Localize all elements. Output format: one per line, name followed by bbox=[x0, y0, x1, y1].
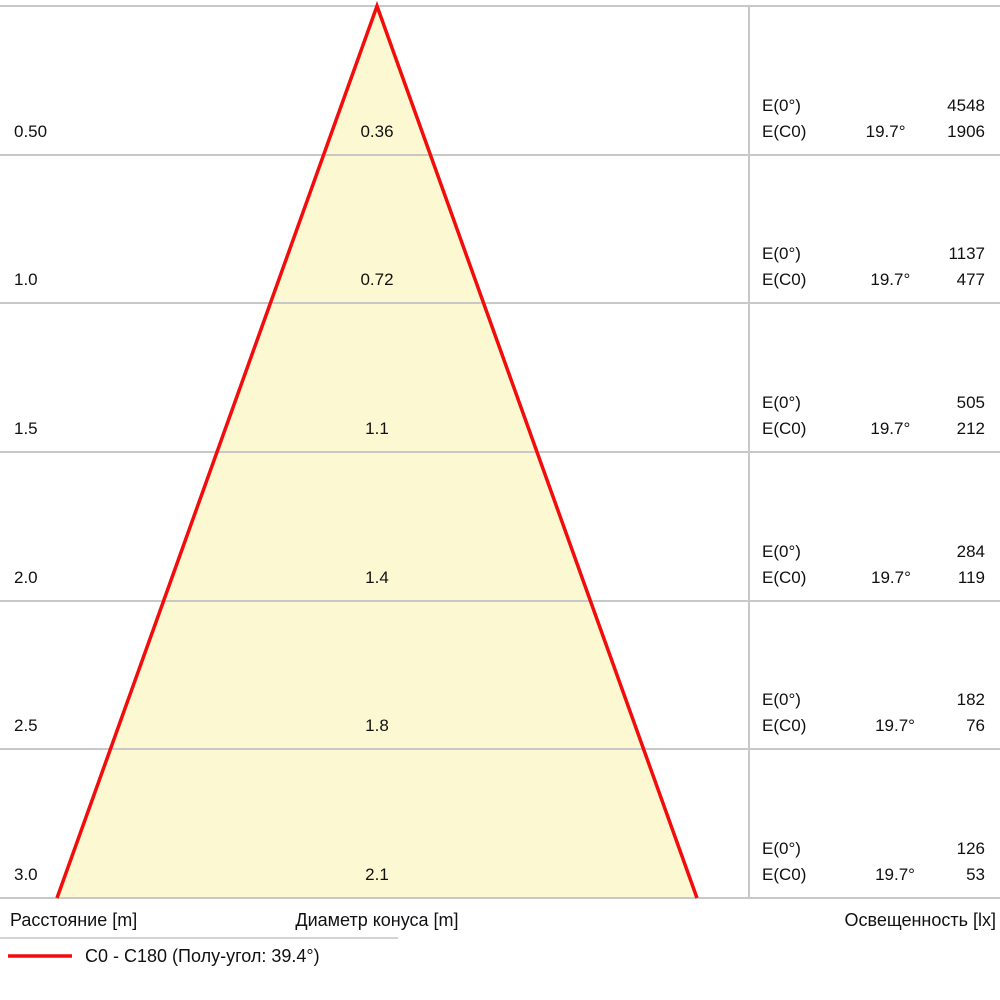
gridlines bbox=[0, 5, 1000, 899]
e0-value: 284 bbox=[956, 542, 985, 561]
beam-angle-value: 19.7° bbox=[870, 419, 911, 438]
e0-label: E(0°) bbox=[762, 393, 801, 412]
distance-label: 1.5 bbox=[14, 419, 38, 438]
legend: C0 - C180 (Полу-угол: 39.4°) bbox=[8, 942, 320, 970]
legend-divider bbox=[0, 937, 398, 939]
ec0-line: E(C0) 19.7° 212 bbox=[762, 416, 985, 442]
beam-angle-value: 19.7° bbox=[875, 716, 915, 735]
cone-row: 2.5 1.8 E(0°) 182 E(C0) 19.7° 76 bbox=[0, 601, 1000, 749]
cone-diameter-label: 1.1 bbox=[365, 419, 389, 438]
ec0-line: E(C0) 19.7° 119 bbox=[762, 565, 985, 591]
e0-label: E(0°) bbox=[762, 244, 801, 263]
illuminance-cell: E(0°) 284 E(C0) 19.7° 119 bbox=[749, 539, 1000, 591]
ec0-value: 477 bbox=[956, 270, 985, 289]
illuminance-cell: E(0°) 126 E(C0) 19.7° 53 bbox=[749, 836, 1000, 888]
ec0-label: E(C0) bbox=[762, 122, 807, 141]
e0-value: 4548 bbox=[947, 96, 985, 115]
e0-line: E(0°) 1137 bbox=[762, 241, 985, 267]
ec0-value: 119 bbox=[957, 568, 985, 587]
e0-value: 182 bbox=[956, 690, 985, 709]
illuminance-axis-label: Освещенность [lx] bbox=[844, 910, 996, 930]
e0-value: 126 bbox=[956, 839, 985, 858]
e0-label: E(0°) bbox=[762, 542, 801, 561]
diameter-axis-label: Диаметр конуса [m] bbox=[295, 910, 459, 930]
beam-angle-value: 19.7° bbox=[865, 122, 906, 141]
ec0-value: 53 bbox=[966, 865, 985, 884]
ec0-label: E(C0) bbox=[762, 716, 807, 735]
e0-line: E(0°) 4548 bbox=[762, 93, 985, 119]
e0-value: 1137 bbox=[948, 244, 985, 263]
cone-row: 1.0 0.72 E(0°) 1137 E(C0) 19.7° 477 bbox=[0, 155, 1000, 303]
cone-row: 0.50 0.36 E(0°) 4548 E(C0) 19.7° 1906 bbox=[0, 6, 1000, 155]
ec0-line: E(C0) 19.7° 53 bbox=[762, 862, 985, 888]
illuminance-cell: E(0°) 182 E(C0) 19.7° 76 bbox=[749, 687, 1000, 739]
e0-value: 505 bbox=[956, 393, 985, 412]
cone-diameter-label: 0.72 bbox=[360, 270, 394, 289]
ec0-line: E(C0) 19.7° 1906 bbox=[762, 119, 985, 145]
distance-label: 2.5 bbox=[14, 716, 38, 735]
legend-line-swatch bbox=[8, 954, 72, 958]
e0-label: E(0°) bbox=[762, 96, 801, 115]
e0-line: E(0°) 126 bbox=[762, 836, 985, 862]
illuminance-cell: E(0°) 1137 E(C0) 19.7° 477 bbox=[749, 241, 1000, 293]
ec0-label: E(C0) bbox=[762, 270, 807, 289]
cone-row: 1.5 1.1 E(0°) 505 E(C0) 19.7° 212 bbox=[0, 303, 1000, 452]
ec0-line: E(C0) 19.7° 477 bbox=[762, 267, 985, 293]
cone-row: 2.0 1.4 E(0°) 284 E(C0) 19.7° 119 bbox=[0, 452, 1000, 601]
e0-line: E(0°) 182 bbox=[762, 687, 985, 713]
cone-diameter-label: 1.8 bbox=[365, 716, 389, 735]
cone-diameter-label: 0.36 bbox=[360, 122, 394, 141]
cone-diameter-label: 1.4 bbox=[365, 568, 389, 587]
e0-line: E(0°) 505 bbox=[762, 390, 985, 416]
legend-label: C0 - C180 (Полу-угол: 39.4°) bbox=[85, 945, 320, 966]
ec0-value: 212 bbox=[956, 419, 985, 438]
distance-label: 0.50 bbox=[14, 122, 48, 141]
ec0-value: 1906 bbox=[947, 122, 985, 141]
illuminance-cell: E(0°) 4548 E(C0) 19.7° 1906 bbox=[749, 93, 1000, 145]
axis-labels-row: Расстояние [m] Диаметр конуса [m] Освеще… bbox=[0, 905, 1000, 935]
ec0-value: 76 bbox=[966, 716, 985, 735]
ec0-label: E(C0) bbox=[762, 568, 807, 587]
distance-label: 3.0 bbox=[14, 865, 38, 884]
e0-label: E(0°) bbox=[762, 690, 801, 709]
ec0-line: E(C0) 19.7° 76 bbox=[762, 713, 985, 739]
distance-label: 2.0 bbox=[14, 568, 38, 587]
ec0-label: E(C0) bbox=[762, 865, 807, 884]
cone-outline bbox=[55, 0, 699, 899]
illuminance-cell: E(0°) 505 E(C0) 19.7° 212 bbox=[749, 390, 1000, 442]
cone-diameter-label: 2.1 bbox=[365, 865, 389, 884]
beam-angle-value: 19.7° bbox=[875, 865, 915, 884]
distance-label: 1.0 bbox=[14, 270, 38, 289]
e0-label: E(0°) bbox=[762, 839, 801, 858]
cone-row: 3.0 2.1 E(0°) 126 E(C0) 19.7° 53 bbox=[0, 749, 1000, 898]
distance-axis-label: Расстояние [m] bbox=[10, 910, 138, 930]
ec0-label: E(C0) bbox=[762, 419, 807, 438]
beam-angle-value: 19.7° bbox=[871, 568, 911, 587]
beam-angle-value: 19.7° bbox=[870, 270, 911, 289]
e0-line: E(0°) 284 bbox=[762, 539, 985, 565]
